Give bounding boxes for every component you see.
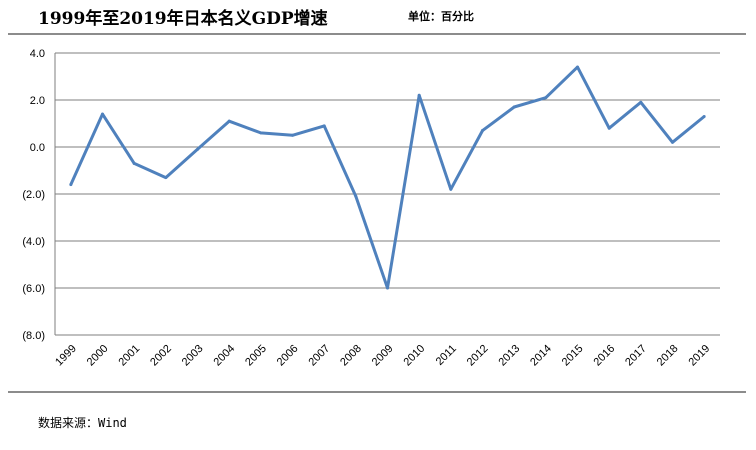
y-tick-label: 4.0 xyxy=(30,48,45,60)
data-point xyxy=(639,100,643,104)
y-tick-label: 2.0 xyxy=(30,95,45,107)
chart-title: 1999年至2019年日本名义GDP增速 xyxy=(38,9,328,29)
bottom-divider xyxy=(8,391,746,393)
x-axis-ticks: 1999 2000 2001 2002 2003 2004 2005 2006 2007 2008… xyxy=(53,343,712,369)
data-point xyxy=(607,126,611,130)
data-point xyxy=(449,187,453,191)
data-point xyxy=(69,183,73,187)
x-tick-label: 2015 xyxy=(560,343,586,369)
x-tick-label: 2010 xyxy=(401,343,427,369)
x-tick-label: 2014 xyxy=(528,343,554,369)
data-point xyxy=(576,65,579,69)
x-tick-label: 2002 xyxy=(148,343,174,369)
data-point xyxy=(101,112,104,116)
x-tick-label: 2007 xyxy=(306,343,332,369)
y-tick-label: (4.0) xyxy=(22,236,45,248)
data-point xyxy=(259,131,263,135)
y-tick-label: 0.0 xyxy=(30,142,45,154)
data-point xyxy=(196,147,199,151)
data-point xyxy=(512,105,516,109)
y-axis-ticks: 4.0 2.0 0.0 (2.0) (4.0) (6.0) (8.0) xyxy=(22,48,45,342)
top-divider xyxy=(8,33,746,35)
x-tick-label: 2012 xyxy=(465,343,491,369)
x-tick-label: 2009 xyxy=(370,343,396,369)
x-tick-label: 2011 xyxy=(434,343,459,368)
x-tick-label: 2017 xyxy=(623,343,649,369)
x-tick-label: 2013 xyxy=(496,343,522,369)
data-point xyxy=(481,129,484,133)
x-tick-label: 2003 xyxy=(180,343,206,369)
x-tick-label: 2005 xyxy=(243,343,269,369)
y-tick-label: (8.0) xyxy=(22,330,45,342)
gridlines xyxy=(54,52,720,336)
data-point xyxy=(291,133,294,137)
data-point xyxy=(322,124,326,128)
data-point xyxy=(417,93,421,97)
data-point xyxy=(386,286,389,290)
data-point xyxy=(544,96,548,100)
data-point xyxy=(164,176,168,180)
line-chart: 4.02.00.0(2.0)(4.0)(6.0)(8.0) 1999 2000 20… xyxy=(22,48,720,369)
x-tick-label: 2000 xyxy=(85,343,111,369)
unit-label: 单位：百分比 xyxy=(408,10,474,23)
source-note: 数据来源：Wind xyxy=(38,416,127,430)
x-tick-label: 2016 xyxy=(591,343,617,369)
x-tick-label: 2001 xyxy=(116,343,142,369)
data-point xyxy=(227,119,231,123)
y-tick-label: (6.0) xyxy=(22,283,45,295)
data-point xyxy=(132,161,136,165)
x-tick-label: 2004 xyxy=(211,343,237,369)
series-group xyxy=(69,65,706,290)
data-point xyxy=(671,140,674,144)
x-tick-label: 1999 xyxy=(53,343,79,369)
y-tick-label: (2.0) xyxy=(22,189,45,201)
data-point xyxy=(702,114,706,118)
x-tick-label: 2006 xyxy=(275,343,301,369)
data-point xyxy=(354,194,358,198)
x-tick-label: 2019 xyxy=(686,343,712,369)
x-tick-label: 2018 xyxy=(655,343,681,369)
x-tick-label: 2008 xyxy=(338,343,364,369)
